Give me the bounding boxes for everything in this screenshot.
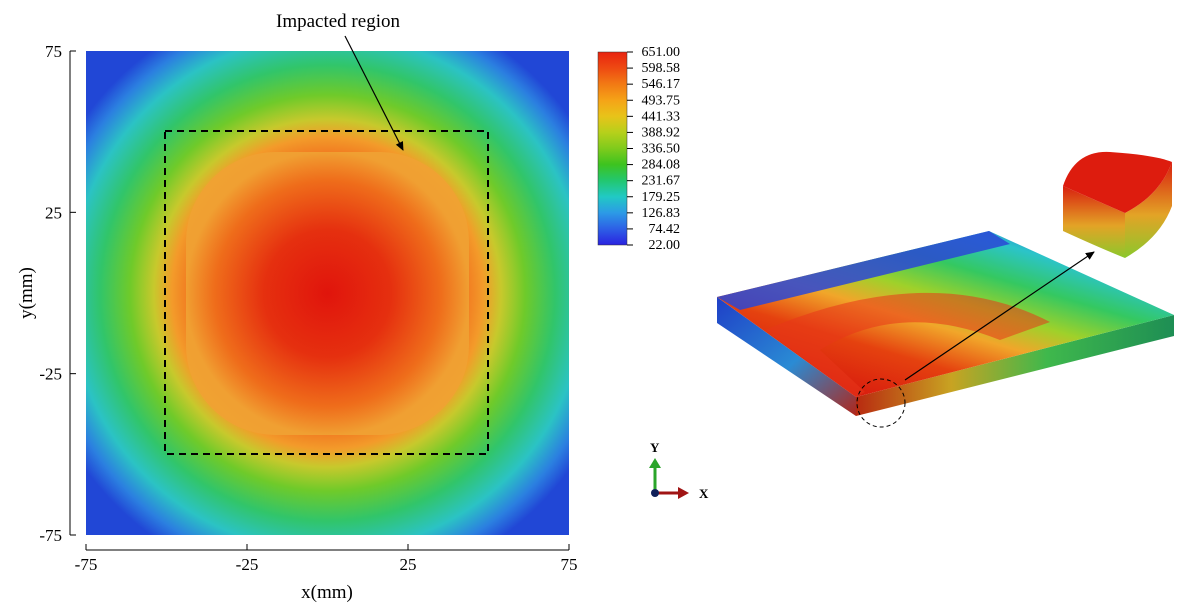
inset-curved-side <box>1125 162 1172 258</box>
plate-front-face <box>856 315 1174 416</box>
heatmap-core <box>186 152 469 435</box>
colorbar-label: 441.33 <box>642 109 681 124</box>
annotation-label: Impacted region <box>276 11 400 32</box>
plate-back-strip <box>717 231 1010 310</box>
y-tick-label: -25 <box>39 365 62 384</box>
colorbar-label: 284.08 <box>642 158 681 173</box>
colorbar-label: 493.75 <box>642 93 681 108</box>
colorbar-label: 651.00 <box>642 45 681 60</box>
x-tick-label: 25 <box>400 555 417 574</box>
heatmap-plot <box>69 51 569 551</box>
y-axis-label: y(mm) <box>16 267 37 319</box>
colorbar-label: 336.50 <box>642 142 681 157</box>
colorbar-label: 231.67 <box>642 174 681 189</box>
colorbar-label: 179.25 <box>642 190 681 205</box>
y-tick-label: 75 <box>45 42 62 61</box>
inset-quarter-cylinder <box>1063 151 1172 258</box>
triad-origin <box>651 489 659 497</box>
colorbar-label: 598.58 <box>642 61 681 76</box>
triad-y-label: Y <box>650 440 660 455</box>
y-tick-group: 75 25 -25 -75 <box>39 42 76 545</box>
plate-3d-view <box>717 151 1174 428</box>
triad-x-label: X <box>699 486 709 501</box>
triad-y-head <box>649 458 661 468</box>
triad-x-head <box>678 487 689 499</box>
axis-triad: Y X <box>649 440 709 501</box>
colorbar-swatch <box>597 51 628 246</box>
x-tick-label: 75 <box>561 555 578 574</box>
x-axis-label: x(mm) <box>301 582 353 603</box>
y-tick-label: -75 <box>39 526 62 545</box>
x-tick-group: -75 -25 25 75 <box>75 544 578 574</box>
inset-top <box>1063 151 1172 213</box>
impacted-region-box <box>164 130 489 455</box>
colorbar-label: 388.92 <box>642 125 681 140</box>
plate-left-face <box>717 297 856 416</box>
colorbar-label: 74.42 <box>649 222 681 237</box>
x-tick-label: -25 <box>236 555 259 574</box>
colorbar-label: 546.17 <box>642 77 681 92</box>
probe-circle <box>856 378 906 428</box>
plate-hot-zone <box>765 292 1050 397</box>
annotation-arrow <box>344 35 404 151</box>
x-tick-label: -75 <box>75 555 98 574</box>
probe-arrow <box>904 251 1095 381</box>
colorbar-label: 22.00 <box>649 238 681 253</box>
colorbar-label: 126.83 <box>642 206 681 221</box>
inset-side <box>1063 186 1125 258</box>
y-tick-label: 25 <box>45 203 62 222</box>
